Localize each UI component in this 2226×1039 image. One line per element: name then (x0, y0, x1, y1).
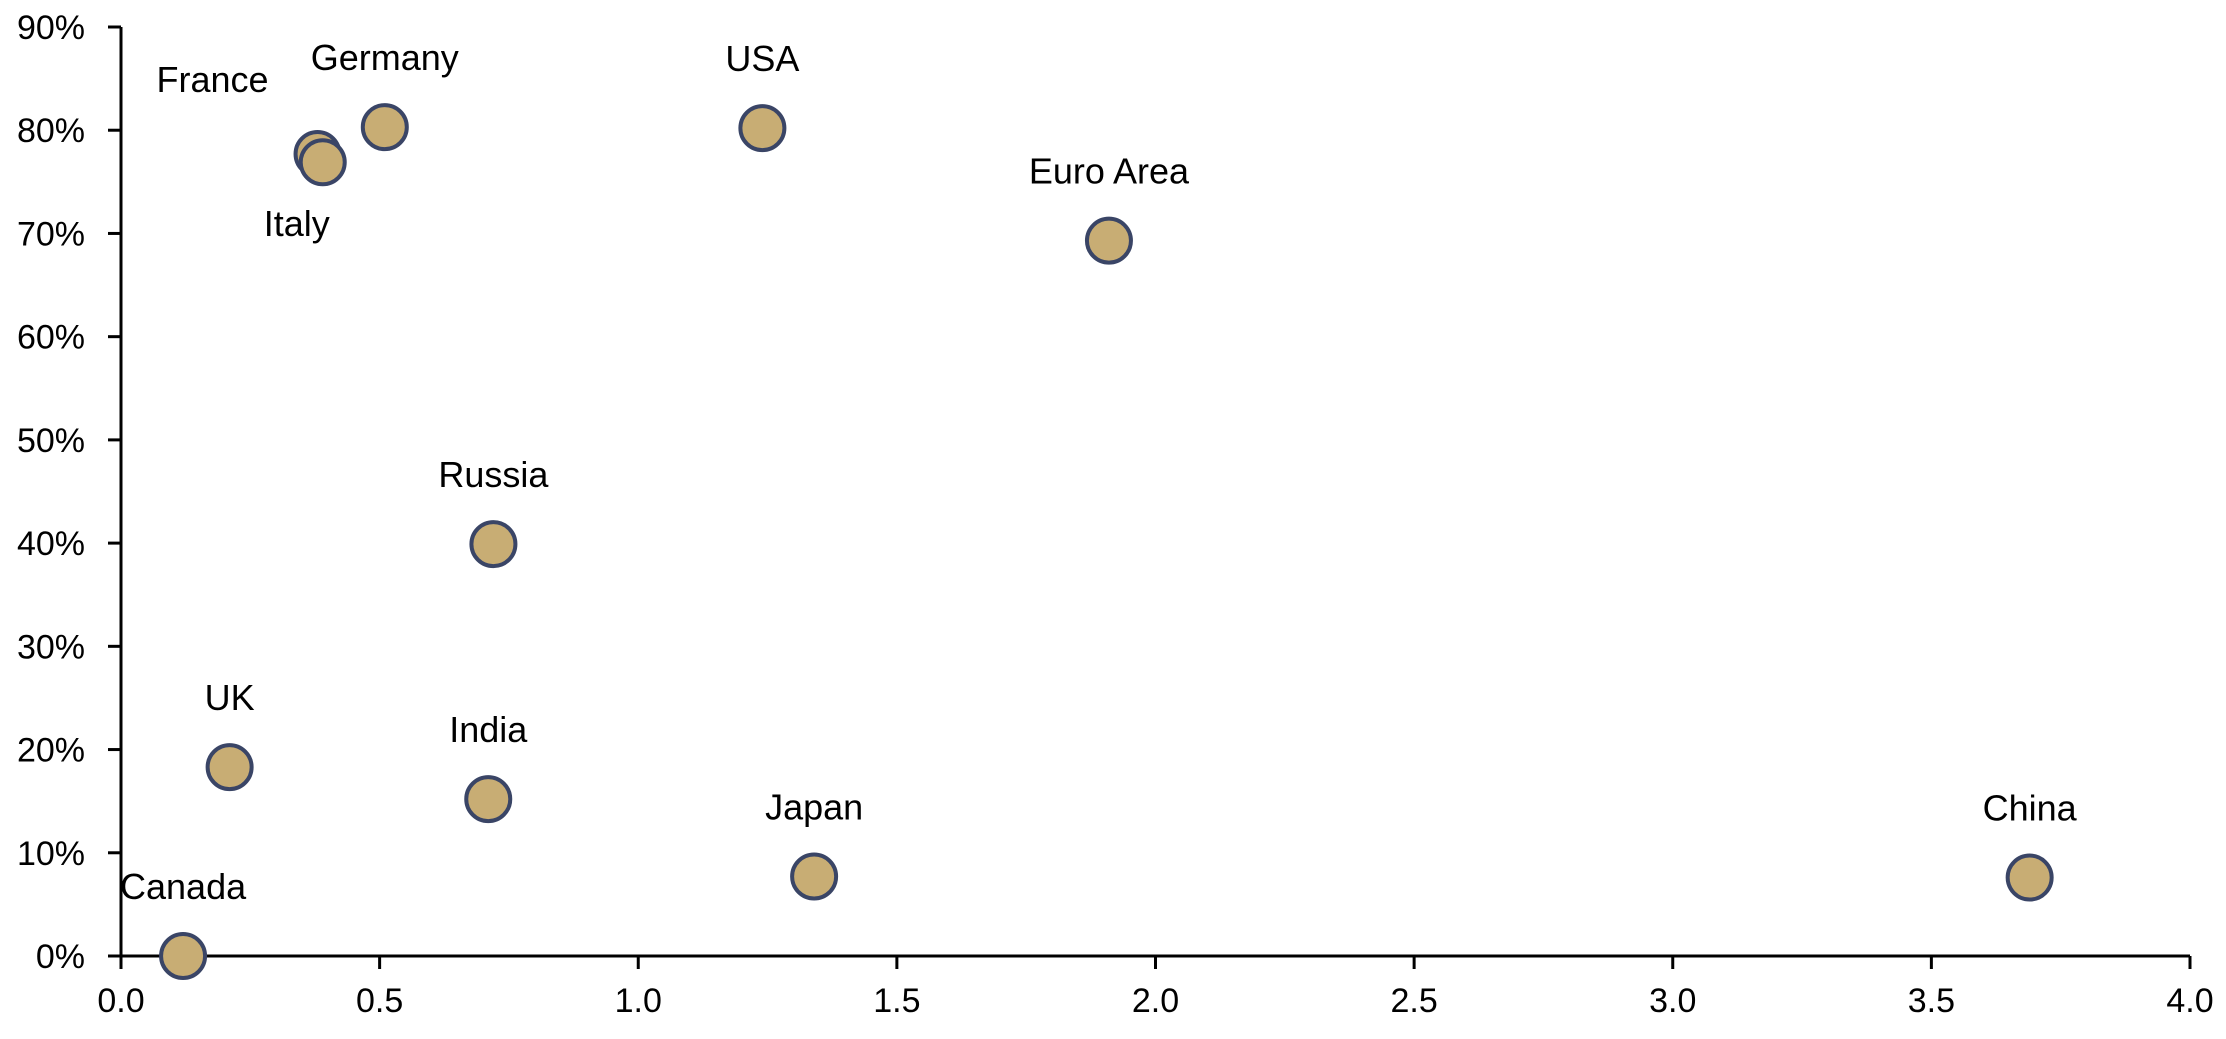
data-point-usa (738, 104, 787, 153)
data-point-china (2005, 853, 2054, 902)
y-tick-label: 0% (36, 938, 85, 976)
axes: 0.0 0.5 1.0 1.5 2.0 2.5 3.0 3.5 4.0 0% 10% 20% 30% 40… (17, 9, 2214, 1020)
data-label-euro-area: Euro Area (1029, 151, 1190, 192)
x-tick-label: 4.0 (2166, 982, 2213, 1020)
data-label-india: India (449, 709, 528, 750)
y-tick-label: 50% (17, 422, 85, 460)
data-label-japan: Japan (765, 787, 863, 828)
y-tick-label: 80% (17, 112, 85, 150)
data-point-russia (469, 520, 518, 569)
y-tick-label: 90% (17, 9, 85, 47)
y-tick-label: 10% (17, 835, 85, 873)
point-labels: France Germany Italy USA Euro Area Russia UK In… (120, 37, 2078, 907)
data-label-canada: Canada (120, 866, 247, 907)
x-tick-label: 2.5 (1390, 982, 1437, 1020)
data-label-russia: Russia (438, 454, 549, 495)
y-tick-label: 60% (17, 319, 85, 357)
data-point-germany (360, 103, 409, 152)
data-point-uk (205, 743, 254, 792)
y-tick-label: 40% (17, 525, 85, 563)
x-tick-label: 3.0 (1649, 982, 1696, 1020)
data-point-euro-area (1084, 216, 1133, 265)
x-tick-label: 0.5 (356, 982, 403, 1020)
data-label-uk: UK (205, 677, 255, 718)
x-tick-label: 2.0 (1132, 982, 1179, 1020)
data-label-china: China (1983, 788, 2078, 829)
data-label-italy: Italy (264, 203, 330, 244)
x-tick-label: 0.0 (97, 982, 144, 1020)
y-tick-label: 70% (17, 215, 85, 253)
data-point-canada (159, 932, 208, 980)
x-tick-label: 3.5 (1908, 982, 1955, 1020)
data-label-germany: Germany (311, 37, 459, 78)
y-tick-label: 30% (17, 628, 85, 666)
x-tick-label: 1.5 (873, 982, 920, 1020)
data-points (159, 103, 2054, 980)
data-label-usa: USA (725, 38, 799, 79)
y-tick-label: 20% (17, 732, 85, 770)
data-point-japan (790, 852, 839, 901)
data-label-france: France (157, 59, 269, 100)
data-point-italy (298, 138, 347, 187)
data-point-india (464, 775, 513, 824)
x-tick-label: 1.0 (615, 982, 662, 1020)
